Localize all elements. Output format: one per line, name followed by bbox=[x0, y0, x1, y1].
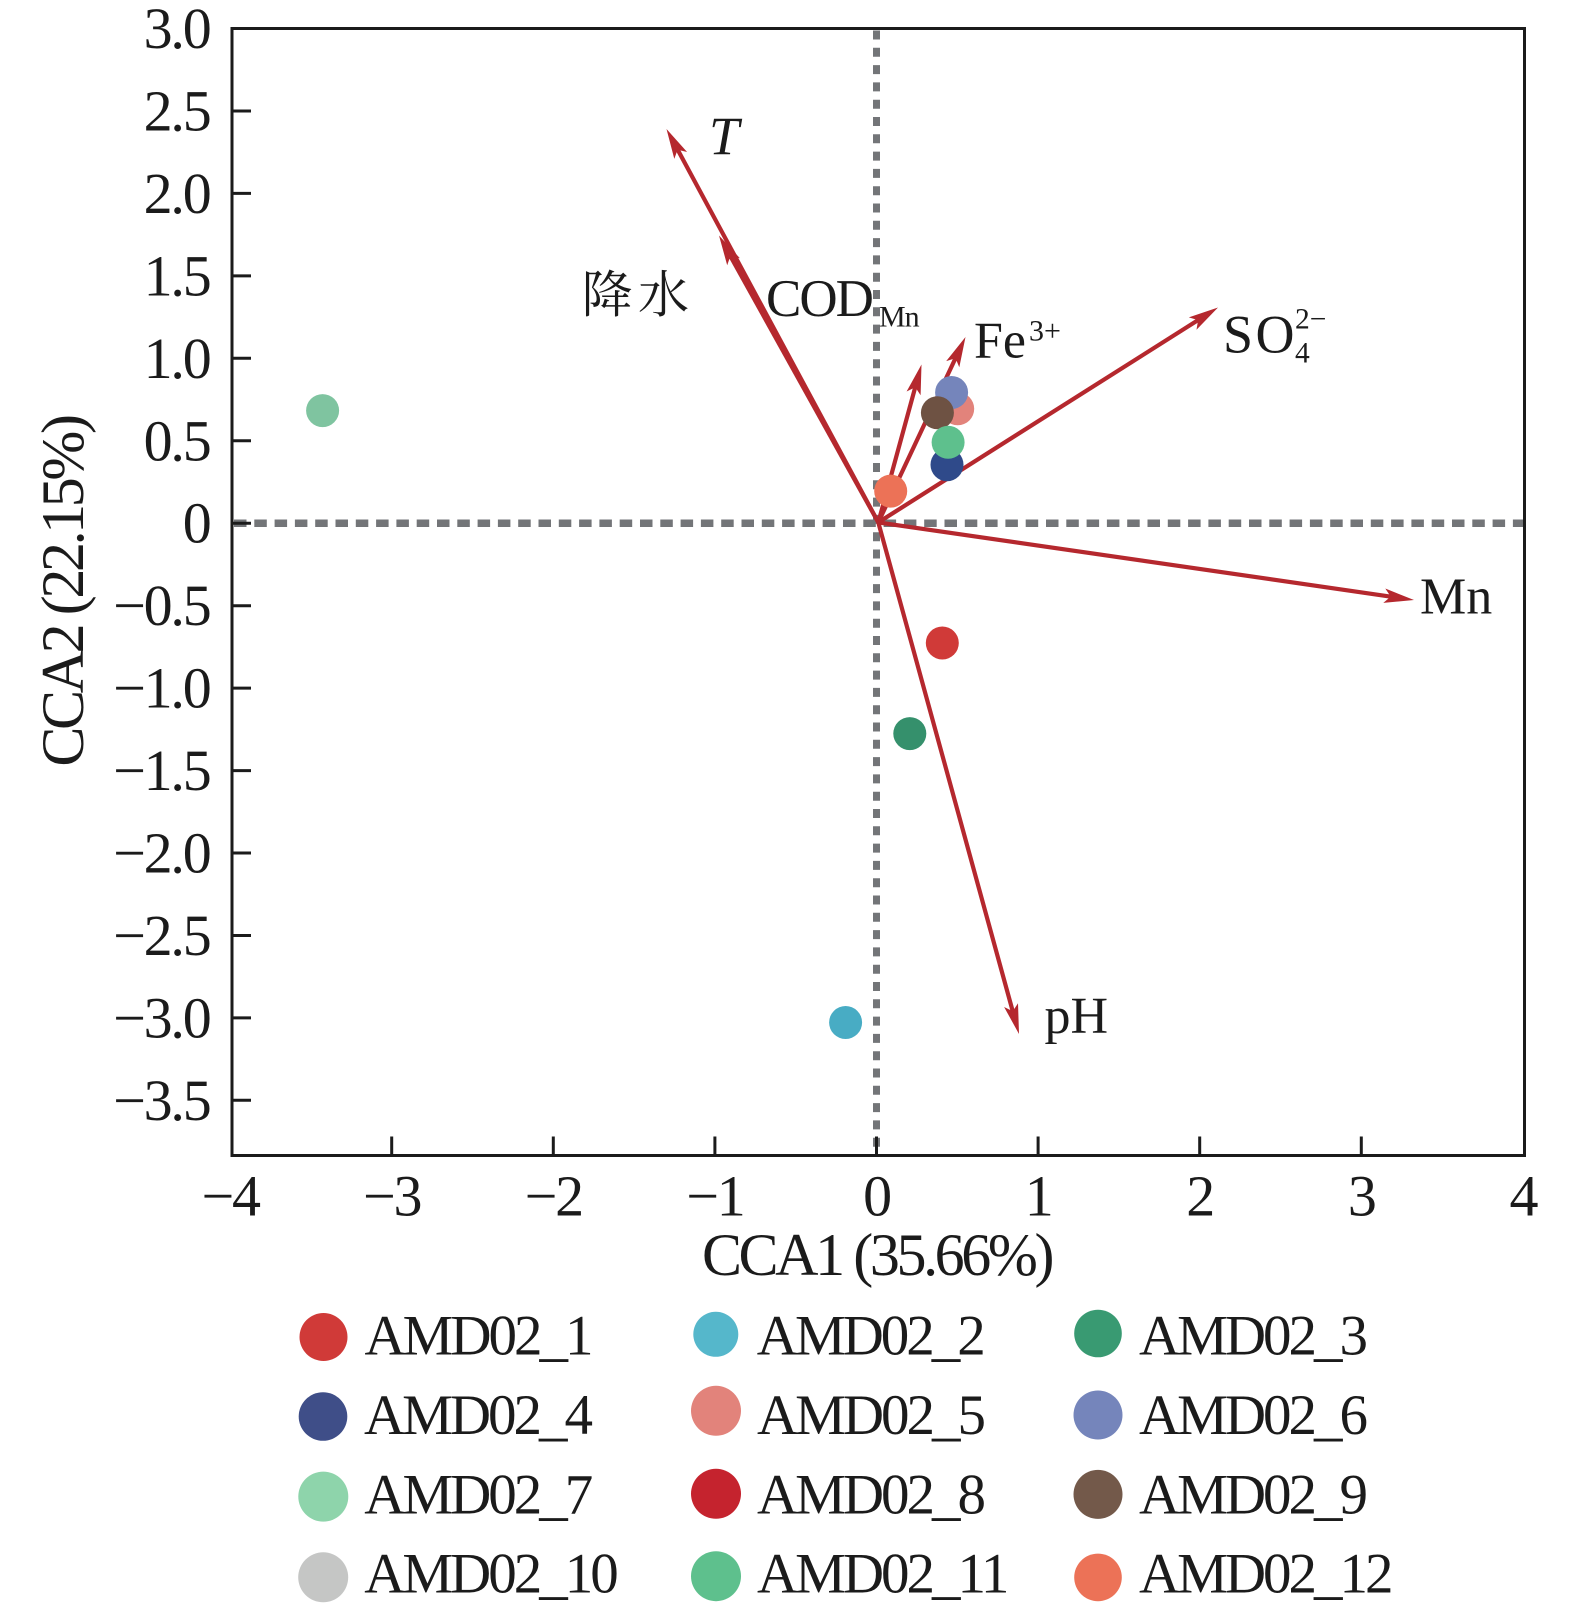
svg-text:1: 1 bbox=[1025, 1164, 1052, 1229]
svg-text:0: 0 bbox=[183, 491, 210, 556]
svg-text:−2: −2 bbox=[525, 1164, 582, 1229]
svg-text:3: 3 bbox=[1348, 1164, 1375, 1229]
svg-text:AMD02_10: AMD02_10 bbox=[364, 1543, 617, 1606]
svg-text:2.0: 2.0 bbox=[144, 161, 210, 226]
svg-text:1.5: 1.5 bbox=[144, 243, 210, 308]
svg-text:2.5: 2.5 bbox=[144, 79, 210, 144]
svg-text:4: 4 bbox=[1295, 338, 1310, 370]
svg-text:pH: pH bbox=[1045, 988, 1109, 1045]
svg-text:COD: COD bbox=[766, 270, 873, 328]
svg-text:AMD02_7: AMD02_7 bbox=[364, 1463, 592, 1526]
svg-text:−1: −1 bbox=[686, 1164, 743, 1229]
svg-text:4: 4 bbox=[1509, 1164, 1538, 1229]
svg-text:3+: 3+ bbox=[1029, 315, 1061, 348]
svg-text:Mn: Mn bbox=[1420, 569, 1492, 626]
svg-text:2−: 2− bbox=[1295, 304, 1326, 336]
svg-text:AMD02_1: AMD02_1 bbox=[365, 1305, 592, 1368]
svg-text:−0.5: −0.5 bbox=[113, 573, 210, 638]
svg-text:−1.0: −1.0 bbox=[113, 656, 210, 721]
svg-text:CCA2 (22.15%): CCA2 (22.15%) bbox=[30, 416, 96, 767]
svg-text:−3.0: −3.0 bbox=[113, 985, 210, 1050]
svg-text:−2.0: −2.0 bbox=[113, 821, 210, 886]
svg-text:AMD02_5: AMD02_5 bbox=[757, 1384, 985, 1447]
svg-text:CCA1 (35.66%): CCA1 (35.66%) bbox=[702, 1222, 1053, 1288]
svg-text:AMD02_3: AMD02_3 bbox=[1139, 1305, 1367, 1368]
svg-text:AMD02_9: AMD02_9 bbox=[1139, 1463, 1367, 1526]
svg-text:SO: SO bbox=[1223, 305, 1297, 365]
svg-text:0: 0 bbox=[863, 1164, 890, 1229]
svg-text:−3.5: −3.5 bbox=[113, 1068, 210, 1133]
svg-text:AMD02_2: AMD02_2 bbox=[757, 1305, 984, 1368]
svg-text:Fe: Fe bbox=[974, 313, 1026, 370]
svg-text:0.5: 0.5 bbox=[144, 408, 210, 473]
svg-text:AMD02_11: AMD02_11 bbox=[757, 1543, 1007, 1606]
svg-text:−4: −4 bbox=[201, 1164, 261, 1229]
svg-text:−2.5: −2.5 bbox=[113, 903, 210, 968]
svg-text:−3: −3 bbox=[363, 1164, 421, 1229]
svg-text:Mn: Mn bbox=[879, 300, 920, 333]
svg-text:1.0: 1.0 bbox=[144, 326, 210, 391]
svg-text:AMD02_8: AMD02_8 bbox=[757, 1463, 985, 1526]
svg-text:T: T bbox=[709, 106, 743, 166]
svg-text:−1.5: −1.5 bbox=[113, 738, 210, 803]
svg-text:AMD02_6: AMD02_6 bbox=[1139, 1384, 1367, 1447]
svg-text:AMD02_4: AMD02_4 bbox=[364, 1384, 593, 1447]
svg-text:AMD02_12: AMD02_12 bbox=[1139, 1543, 1391, 1606]
svg-text:3.0: 3.0 bbox=[144, 0, 210, 61]
svg-text:2: 2 bbox=[1186, 1164, 1213, 1229]
